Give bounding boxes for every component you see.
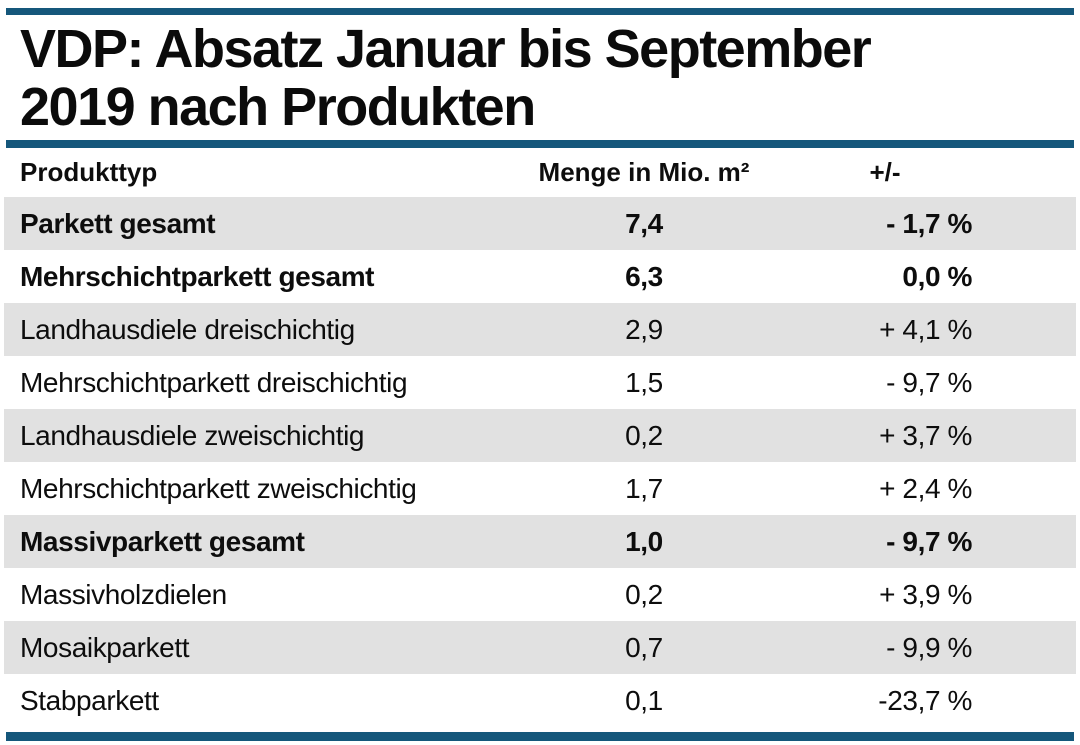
quantity-value: 1,0 [625, 525, 663, 557]
page-title: VDP: Absatz Januar bis September 2019 na… [4, 15, 1076, 138]
product-label: Massivholzdielen [20, 578, 227, 610]
table-row: Mehrschichtparkett gesamt 6,3 0,0 % [4, 250, 1076, 303]
quantity-value: 0,1 [625, 684, 663, 716]
change-value: + 2,4 % [879, 472, 972, 504]
title-separator-bar [6, 140, 1074, 148]
table-row: Landhausdiele dreischichtig 2,9 + 4,1 % [4, 303, 1076, 356]
change-value: - 1,7 % [886, 207, 972, 239]
quantity-value: 2,9 [625, 313, 663, 345]
change-value: + 3,7 % [879, 419, 972, 451]
quantity-value: 1,5 [625, 366, 663, 398]
change-value: - 9,7 % [886, 366, 972, 398]
table-row: Massivholzdielen 0,2 + 3,9 % [4, 568, 1076, 621]
bottom-accent-bar [6, 732, 1074, 741]
page-title-line-2: 2019 nach Produkten [20, 77, 536, 137]
column-header-change: +/- [869, 157, 901, 187]
page-title-line-1: VDP: Absatz Januar bis September [20, 19, 872, 79]
column-header-produkttyp: Produkttyp [20, 157, 158, 187]
product-label: Mehrschichtparkett zweischichtig [20, 472, 417, 504]
change-value: - 9,9 % [886, 631, 972, 663]
quantity-value: 1,7 [625, 472, 663, 504]
product-label: Landhausdiele dreischichtig [20, 313, 355, 345]
table-row: Mehrschichtparkett zweischichtig 1,7 + 2,4… [4, 462, 1076, 515]
change-value: - 9,7 % [886, 525, 972, 557]
table-row: Mehrschichtparkett dreischichtig 1,5 - 9,7… [4, 356, 1076, 409]
change-value: + 4,1 % [879, 313, 972, 345]
product-label: Landhausdiele zweischichtig [20, 419, 365, 451]
quantity-value: 0,7 [625, 631, 663, 663]
table-row: Massivparkett gesamt 1,0 - 9,7 % [4, 515, 1076, 568]
quantity-value: 7,4 [625, 207, 663, 239]
change-value: 0,0 % [902, 260, 972, 292]
table-row: Mosaikparkett 0,7 - 9,9 % [4, 621, 1076, 674]
product-label: Mosaikparkett [20, 631, 190, 663]
quantity-value: 0,2 [625, 578, 663, 610]
quantity-value: 0,2 [625, 419, 663, 451]
column-header-menge: Menge in Mio. m² [538, 157, 750, 187]
product-label: Parkett gesamt [20, 207, 216, 239]
product-sales-table: Produkttyp Menge in Mio. m² +/- Parkett … [4, 148, 1076, 727]
top-accent-bar [6, 8, 1074, 15]
product-label: Mehrschichtparkett gesamt [20, 260, 375, 292]
table-row: Stabparkett 0,1 -23,7 % [4, 674, 1076, 727]
product-label: Mehrschichtparkett dreischichtig [20, 366, 408, 398]
product-label: Massivparkett gesamt [20, 525, 305, 557]
table-row: Landhausdiele zweischichtig 0,2 + 3,7 % [4, 409, 1076, 462]
product-label: Stabparkett [20, 684, 159, 716]
change-value: -23,7 % [878, 684, 972, 716]
table-header-row: Produkttyp Menge in Mio. m² +/- [4, 148, 1076, 197]
change-value: + 3,9 % [879, 578, 972, 610]
table-body: Parkett gesamt 7,4 - 1,7 % Mehrschichtparke… [4, 197, 1076, 727]
table-row: Parkett gesamt 7,4 - 1,7 % [4, 197, 1076, 250]
quantity-value: 6,3 [625, 260, 663, 292]
